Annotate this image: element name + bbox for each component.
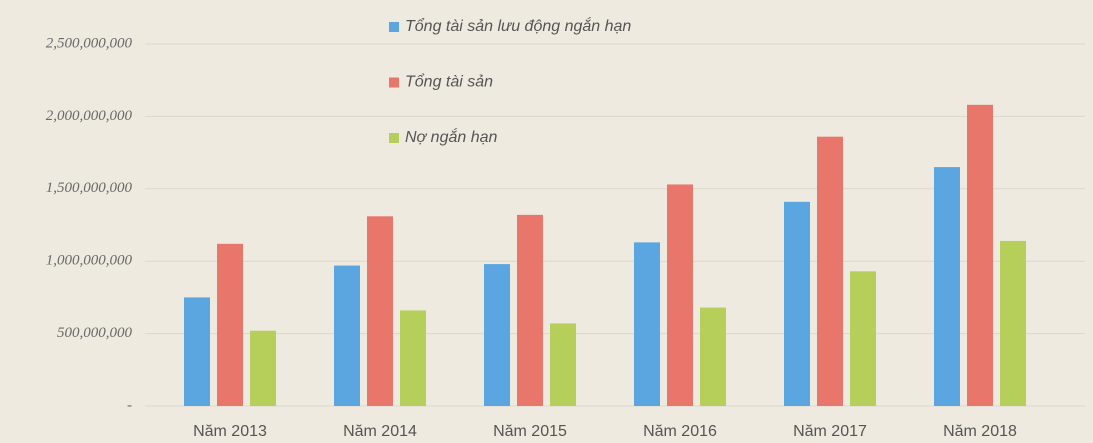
x-tick-label: Năm 2016 [643, 423, 717, 440]
bar [250, 330, 276, 406]
bar [850, 271, 876, 406]
bar [700, 307, 726, 406]
legend-label: Tổng tài sản lưu động ngắn hạn [405, 16, 631, 35]
bar [784, 201, 810, 406]
y-tick-label: 2,500,000,000 [46, 35, 133, 51]
legend-swatch [389, 77, 399, 88]
bar [334, 265, 360, 406]
bar [184, 297, 210, 406]
bar [934, 167, 960, 406]
legend-swatch [389, 133, 399, 143]
x-tick-label: Năm 2018 [943, 423, 1017, 440]
bar [667, 184, 693, 406]
x-tick-label: Năm 2013 [193, 423, 267, 440]
bar [484, 264, 510, 406]
bar [1000, 240, 1026, 406]
x-tick-label: Năm 2015 [493, 423, 567, 440]
bar [550, 323, 576, 406]
legend-label: Nợ ngắn hạn [405, 127, 498, 146]
bar [367, 216, 393, 406]
y-tick-label: 1,000,000,000 [46, 253, 133, 269]
bar [217, 243, 243, 406]
x-tick-label: Năm 2014 [343, 423, 417, 440]
y-tick-label: 2,000,000,000 [46, 108, 133, 124]
y-tick-label: - [127, 397, 132, 413]
y-tick-label: 500,000,000 [57, 325, 133, 341]
bar [517, 214, 543, 406]
bar [817, 136, 843, 406]
x-tick-label: Năm 2017 [793, 423, 867, 440]
legend-label: Tổng tài sản [405, 73, 493, 91]
bar [400, 310, 426, 406]
bar [967, 104, 993, 406]
y-tick-label: 1,500,000,000 [46, 180, 133, 196]
bar [634, 242, 660, 406]
legend-swatch [389, 22, 399, 32]
